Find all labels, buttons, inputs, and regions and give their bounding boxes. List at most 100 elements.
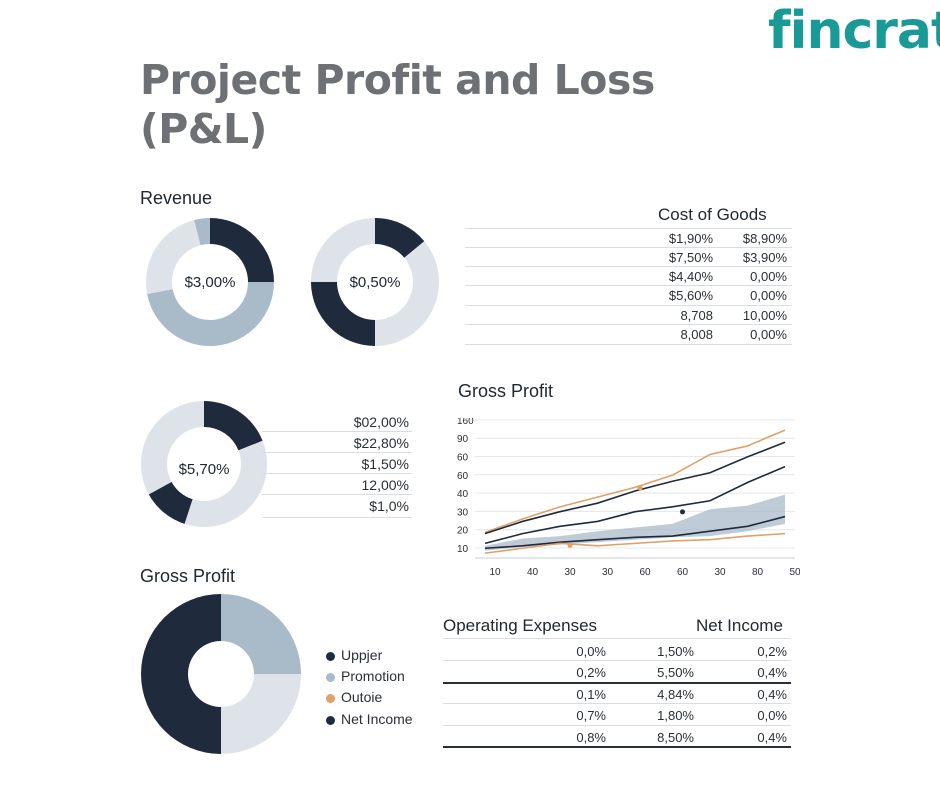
table-divider: [443, 725, 791, 726]
table-cell: 0,4%: [757, 730, 787, 745]
table-divider: [465, 266, 792, 267]
donut-center-label: $5,70%: [179, 461, 230, 478]
y-tick-label: 160: [457, 418, 474, 427]
revenue-donut-2: $0,50%: [311, 218, 439, 346]
brand-logo-text: fincrat: [768, 1, 940, 61]
x-tick-label: 30: [714, 567, 726, 578]
x-tick-label: 50: [789, 567, 800, 578]
table-cell: 0,0%: [757, 708, 787, 723]
cost-of-goods-heading: Cost of Goods: [658, 205, 767, 224]
x-tick-label: 10: [489, 567, 501, 578]
legend-item: Uppjer: [326, 647, 382, 663]
gross-profit-pie: [141, 594, 301, 754]
y-tick-label: 60: [457, 471, 469, 482]
table-divider: [465, 344, 792, 345]
table-divider: [465, 305, 792, 306]
table-cell: 5,50%: [657, 665, 694, 680]
x-tick-label: 80: [752, 567, 764, 578]
donut-slice: [375, 241, 439, 346]
legend-bullet-icon: [326, 672, 335, 682]
legend-label: Uppjer: [341, 647, 383, 663]
legend-item: Net Income: [326, 711, 413, 727]
table-divider: [443, 660, 791, 661]
table-cell: 8,008: [680, 327, 713, 342]
legend-label: Net Income: [341, 711, 413, 727]
table-divider: [465, 324, 792, 325]
donut-slices: [141, 594, 301, 754]
revenue-donut-1: $3,00%: [146, 218, 274, 346]
donut-slice: [147, 282, 274, 346]
gross-profit-chart-heading: Gross Profit: [458, 381, 554, 401]
table-cell: 0,4%: [757, 665, 787, 680]
revenue-heading: Revenue: [140, 188, 213, 208]
legend-item: Promotion: [326, 668, 405, 684]
table-divider: [465, 247, 792, 248]
table-cell: 0,00%: [750, 269, 787, 284]
legend-bullet-icon: [326, 693, 335, 703]
table-divider: [465, 228, 792, 229]
donut-slice: [311, 282, 375, 346]
series-line: [484, 515, 786, 550]
value-divider: [262, 431, 412, 432]
table-divider: [443, 682, 791, 684]
value-divider: [262, 494, 412, 495]
gross-profit-pie-heading: Gross Profit: [140, 566, 236, 586]
y-tick-label: 60: [457, 453, 469, 464]
data-point-marker: [637, 485, 643, 491]
page-title: Project Profit and Loss (P&L): [140, 56, 655, 153]
legend-label: Promotion: [341, 668, 405, 684]
table-cell: 0,00%: [750, 327, 787, 342]
value-divider: [262, 452, 412, 453]
line-chart-content: 10 20 30 40 60 60 90 160 10 40 30 30 60 60 30 80 50: [457, 418, 800, 578]
table-cell: $4,40%: [668, 269, 713, 284]
donut-slice: [311, 218, 375, 282]
table-cell: 10,00%: [742, 308, 787, 323]
table-cell: $7,50%: [668, 250, 713, 265]
legend-bullet-icon: [326, 651, 335, 661]
donut-slice: [221, 674, 301, 754]
table-cell: 0,2%: [576, 665, 606, 680]
brand-logo: fincrat: [768, 0, 940, 62]
y-tick-label: 90: [457, 434, 469, 445]
value-item: $1,0%: [369, 498, 409, 514]
table-cell: 8,708: [680, 308, 713, 323]
y-tick-label: 40: [457, 489, 469, 500]
value-item: $22,80%: [353, 435, 409, 451]
net-income-heading: Net Income: [696, 616, 783, 635]
table-divider: [443, 638, 791, 639]
table-cell: $5,60%: [668, 288, 713, 303]
table-cell: 4,84%: [657, 687, 694, 702]
x-tick-label: 60: [677, 567, 689, 578]
y-tick-label: 30: [457, 507, 469, 518]
series-line: [484, 429, 786, 534]
operating-expenses-heading: Operating Expenses: [443, 616, 598, 635]
table-cell: $1,90%: [668, 231, 713, 246]
value-item: 12,00%: [361, 477, 409, 493]
donut-slice: [221, 594, 301, 674]
table-cell: 0,1%: [576, 687, 606, 702]
table-divider: [443, 746, 791, 748]
donut-slice: [140, 401, 204, 495]
series-line: [484, 441, 786, 535]
table-cell: $3,90%: [742, 250, 787, 265]
x-tick-label: 60: [639, 567, 651, 578]
donut-slices: [146, 218, 274, 346]
donut-slice: [210, 218, 274, 282]
table-cell: 0,7%: [576, 708, 606, 723]
y-tick-label: 10: [457, 544, 469, 555]
table-cell: 0,4%: [757, 687, 787, 702]
donut-center-label: $3,00%: [185, 274, 236, 291]
donut-center-label: $0,50%: [350, 274, 401, 291]
donut-slice: [146, 220, 201, 294]
donut-slices: [140, 401, 267, 527]
table-cell: 0,8%: [576, 730, 606, 745]
mid-donut: $5,70%: [140, 401, 267, 527]
donut-slice: [375, 218, 425, 258]
table-divider: [443, 703, 791, 704]
value-divider: [262, 517, 412, 518]
series-line: [484, 465, 786, 545]
donut-slices: [311, 218, 439, 346]
legend-label: Outoie: [341, 689, 383, 705]
legend-bullet-icon: [326, 715, 335, 725]
x-tick-label: 40: [527, 567, 539, 578]
